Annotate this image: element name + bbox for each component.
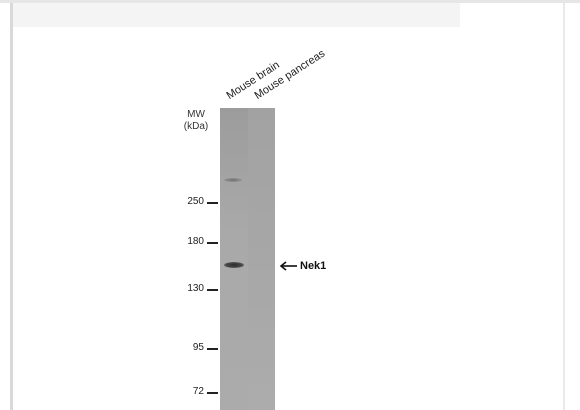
mw-header-label: MW (187, 109, 205, 120)
mw-marker-tick (207, 242, 218, 244)
mw-marker-label: 72 (192, 386, 204, 397)
mw-marker-tick (207, 289, 218, 291)
mw-marker-label: 95 (192, 342, 204, 353)
blot-lane-mouse-pancreas (248, 108, 275, 410)
mw-marker-tick (207, 348, 218, 350)
blot-membrane (220, 108, 275, 410)
blot-band-nek1 (224, 262, 244, 268)
header-band (13, 3, 460, 27)
mw-header: MW (kDa) (178, 109, 214, 133)
mw-marker-label: 180 (187, 236, 204, 247)
mw-marker-tick (207, 202, 218, 204)
mw-header-unit: (kDa) (183, 121, 209, 132)
left-arrow-icon (279, 261, 297, 271)
blot-band-high-mw (224, 178, 242, 182)
mw-marker-label: 250 (187, 196, 204, 207)
frame-top-border (0, 0, 580, 3)
mw-marker-72: 72 (168, 386, 218, 398)
mw-marker-180: 180 (168, 236, 218, 248)
mw-marker-tick (207, 392, 218, 394)
mw-marker-95: 95 (168, 342, 218, 354)
frame-right-border (563, 3, 565, 410)
mw-marker-250: 250 (168, 196, 218, 208)
frame-left-border (10, 3, 13, 410)
mw-marker-130: 130 (168, 283, 218, 295)
mw-marker-label: 130 (187, 283, 204, 294)
target-protein-label: Nek1 (300, 260, 327, 272)
